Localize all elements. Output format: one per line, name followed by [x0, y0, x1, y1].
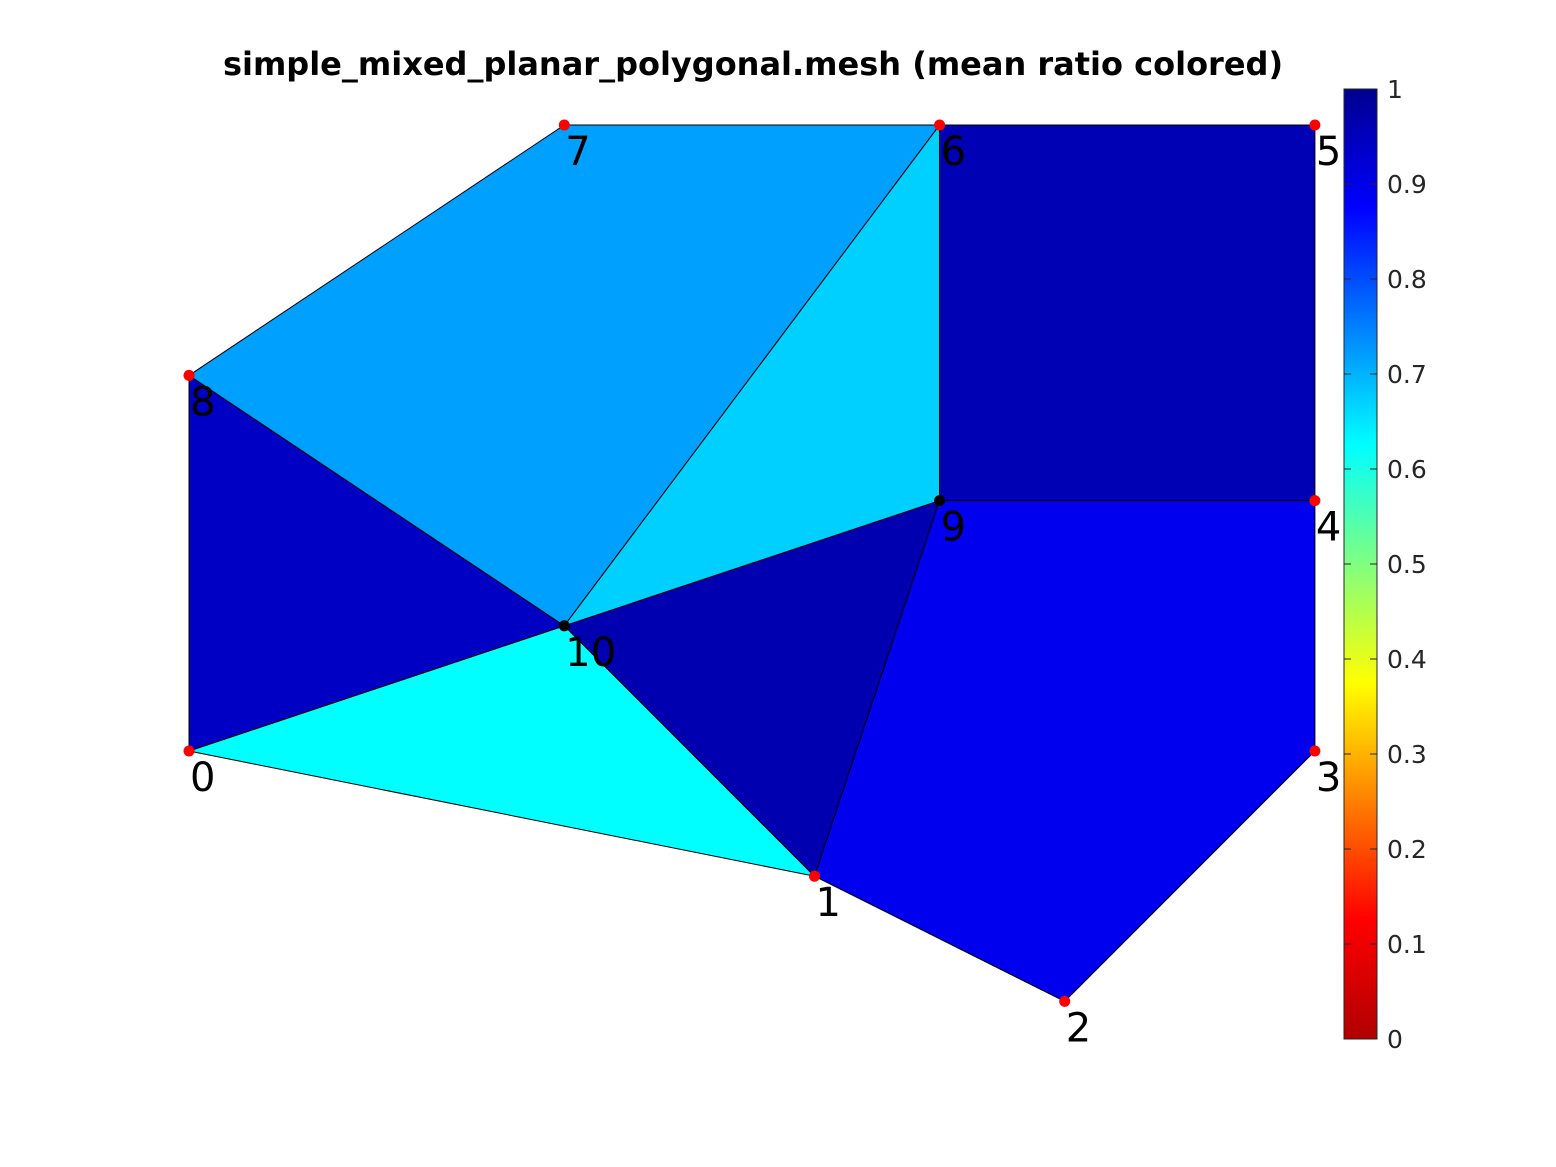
colorbar-tick-label: 1: [1387, 75, 1403, 104]
colorbar-tick-label: 0.9: [1387, 170, 1427, 199]
colorbar-tick-label: 0.4: [1387, 645, 1427, 674]
node-label-3: 3: [1316, 755, 1341, 801]
node-label-2: 2: [1066, 1005, 1091, 1051]
node-label-5: 5: [1316, 129, 1341, 175]
node-label-9: 9: [941, 505, 966, 551]
node-label-8: 8: [190, 379, 215, 425]
mesh-node-8: [183, 369, 195, 381]
mesh-elements: [187, 123, 1316, 1003]
node-label-10: 10: [565, 630, 616, 676]
colorbar: 0 0.1 0.2 0.3 0.4 0.5 0.6 0.7 0.8 0.9 1: [1343, 75, 1427, 1054]
colorbar-tick-label: 0.6: [1387, 455, 1427, 484]
colorbar-tick-label: 0.3: [1387, 740, 1427, 769]
mesh-element-5: [939, 124, 1316, 502]
mesh-node-9: [934, 495, 946, 507]
mesh-node-10: [558, 620, 570, 632]
node-label-6: 6: [941, 129, 966, 175]
mesh-element-6: [813, 500, 1316, 1003]
mesh-node-5: [1309, 119, 1321, 131]
mesh-node-0: [183, 745, 195, 757]
mesh-node-1: [809, 870, 820, 882]
node-label-1: 1: [816, 880, 841, 926]
node-label-7: 7: [565, 129, 590, 175]
node-label-0: 0: [190, 755, 215, 801]
colorbar-tick-label: 0.7: [1387, 360, 1427, 389]
mesh-node-3: [1309, 745, 1321, 757]
colorbar-tick-label: 0.8: [1387, 265, 1427, 294]
chart-title: simple_mixed_planar_polygonal.mesh (mean…: [223, 45, 1283, 83]
colorbar-tick-label: 0.1: [1387, 930, 1427, 959]
node-label-4: 4: [1316, 505, 1341, 551]
mesh-node-4: [1309, 495, 1321, 507]
colorbar-ticks: 0 0.1 0.2 0.3 0.4 0.5 0.6 0.7 0.8 0.9 1: [1344, 75, 1427, 1054]
mesh-node-2: [1059, 995, 1071, 1007]
mesh-node-7: [558, 119, 570, 131]
colorbar-tick-label: 0.5: [1387, 550, 1427, 579]
mesh-nodes: [183, 119, 1321, 1007]
mesh-node-labels: 0 1 2 3 4 5 6 7 8 9 10: [190, 129, 1341, 1051]
mesh-node-6: [934, 119, 946, 131]
colorbar-tick-label: 0: [1387, 1025, 1403, 1054]
colorbar-tick-label: 0.2: [1387, 835, 1427, 864]
